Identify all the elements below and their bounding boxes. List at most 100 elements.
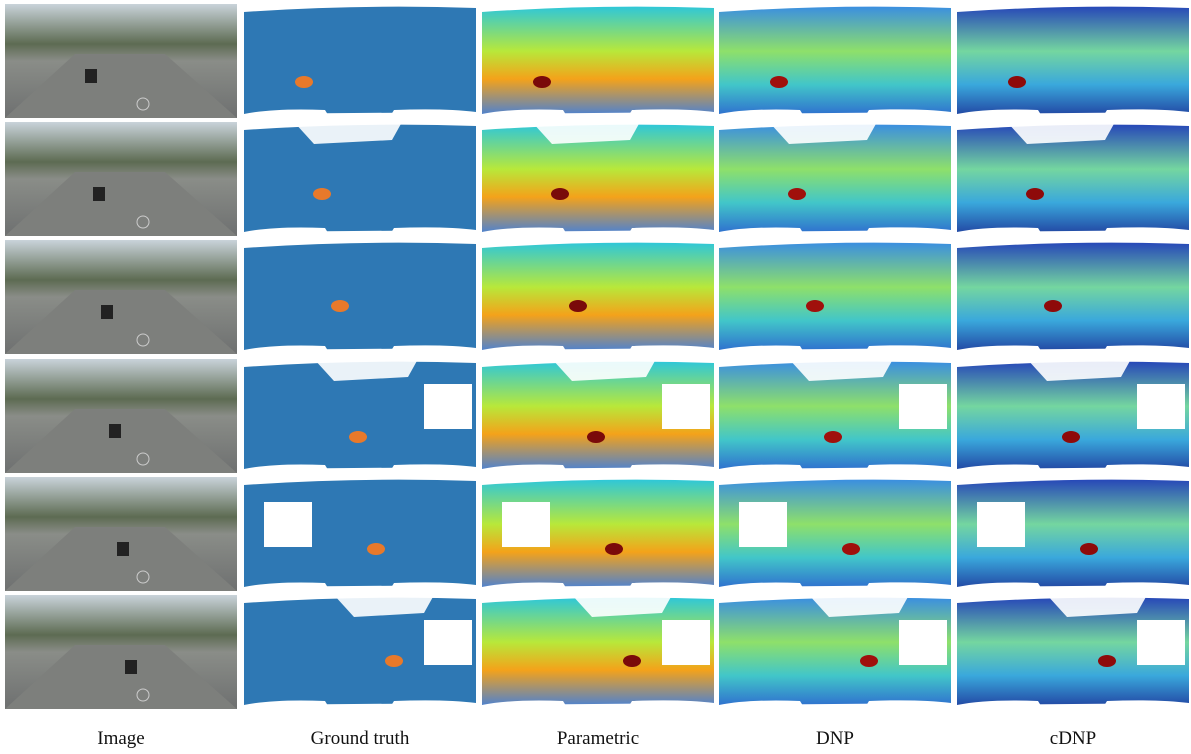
panel (957, 477, 1189, 593)
anomaly (1098, 655, 1116, 667)
vehicle-mask (899, 384, 947, 429)
column-label: DNP (816, 728, 854, 749)
panel (5, 359, 237, 473)
panel (719, 477, 951, 593)
panel (482, 359, 714, 475)
panel (244, 240, 476, 356)
object (125, 660, 137, 674)
map (957, 7, 1189, 118)
bottom-mask (719, 112, 951, 120)
anomaly (788, 188, 806, 200)
anomaly (331, 300, 349, 312)
anomaly (367, 543, 385, 555)
anomaly (806, 300, 824, 312)
object (101, 305, 113, 319)
anomaly (295, 76, 313, 88)
map (244, 7, 476, 118)
bottom-mask (719, 585, 951, 593)
map (719, 7, 951, 118)
vehicle-mask (739, 502, 787, 547)
anomaly (1026, 188, 1044, 200)
bottom-mask (957, 467, 1189, 475)
bottom-mask (719, 467, 951, 475)
bottom-mask (482, 703, 714, 711)
panel (719, 122, 951, 238)
panel (957, 359, 1189, 475)
vehicle-mask (977, 502, 1025, 547)
bottom-mask (957, 585, 1189, 593)
bottom-mask (244, 703, 476, 711)
panel (5, 4, 237, 118)
anomaly (551, 188, 569, 200)
panel (719, 240, 951, 356)
bottom-mask (244, 585, 476, 593)
panel (482, 122, 714, 238)
panel (244, 122, 476, 238)
vehicle-mask (662, 384, 710, 429)
bottom-mask (482, 585, 714, 593)
panel (957, 240, 1189, 356)
bottom-mask (482, 348, 714, 356)
panel (482, 595, 714, 711)
bottom-mask (244, 230, 476, 238)
anomaly (587, 431, 605, 443)
anomaly (842, 543, 860, 555)
anomaly (770, 76, 788, 88)
vehicle-mask (1137, 620, 1185, 665)
vehicle-mask (899, 620, 947, 665)
anomaly (605, 543, 623, 555)
column-label: Ground truth (311, 728, 410, 749)
vehicle-mask (502, 502, 550, 547)
object (85, 69, 97, 83)
panel (5, 595, 237, 709)
anomaly (1080, 543, 1098, 555)
panel (482, 477, 714, 593)
anomaly (1062, 431, 1080, 443)
panel (957, 122, 1189, 238)
panel (244, 477, 476, 593)
bottom-mask (244, 348, 476, 356)
map (482, 7, 714, 118)
anomaly (313, 188, 331, 200)
panel (244, 359, 476, 475)
panel (244, 4, 476, 120)
panel (719, 359, 951, 475)
column-label: cDNP (1050, 728, 1096, 749)
panel (719, 595, 951, 711)
vehicle-mask (424, 620, 472, 665)
bottom-mask (719, 348, 951, 356)
bottom-mask (957, 348, 1189, 356)
anomaly (1044, 300, 1062, 312)
bottom-mask (482, 467, 714, 475)
anomaly (860, 655, 878, 667)
vehicle-mask (424, 384, 472, 429)
panel (244, 595, 476, 711)
panel (5, 122, 237, 236)
panel (957, 595, 1189, 711)
panel (482, 4, 714, 120)
bottom-mask (244, 112, 476, 120)
panel (5, 240, 237, 354)
anomaly (533, 76, 551, 88)
figure: Image Ground truth Parametric DNP cDNP (0, 0, 1191, 754)
anomaly (623, 655, 641, 667)
bottom-mask (482, 112, 714, 120)
column-label: Image (97, 728, 144, 749)
anomaly (569, 300, 587, 312)
bottom-mask (482, 230, 714, 238)
vehicle-mask (264, 502, 312, 547)
bottom-mask (957, 112, 1189, 120)
bottom-mask (244, 467, 476, 475)
vehicle-mask (662, 620, 710, 665)
bottom-mask (719, 230, 951, 238)
object (93, 187, 105, 201)
bottom-mask (719, 703, 951, 711)
panel (482, 240, 714, 356)
anomaly (349, 431, 367, 443)
anomaly (385, 655, 403, 667)
panel (957, 4, 1189, 120)
bottom-mask (957, 703, 1189, 711)
anomaly (1008, 76, 1026, 88)
object (117, 542, 129, 556)
panel (719, 4, 951, 120)
